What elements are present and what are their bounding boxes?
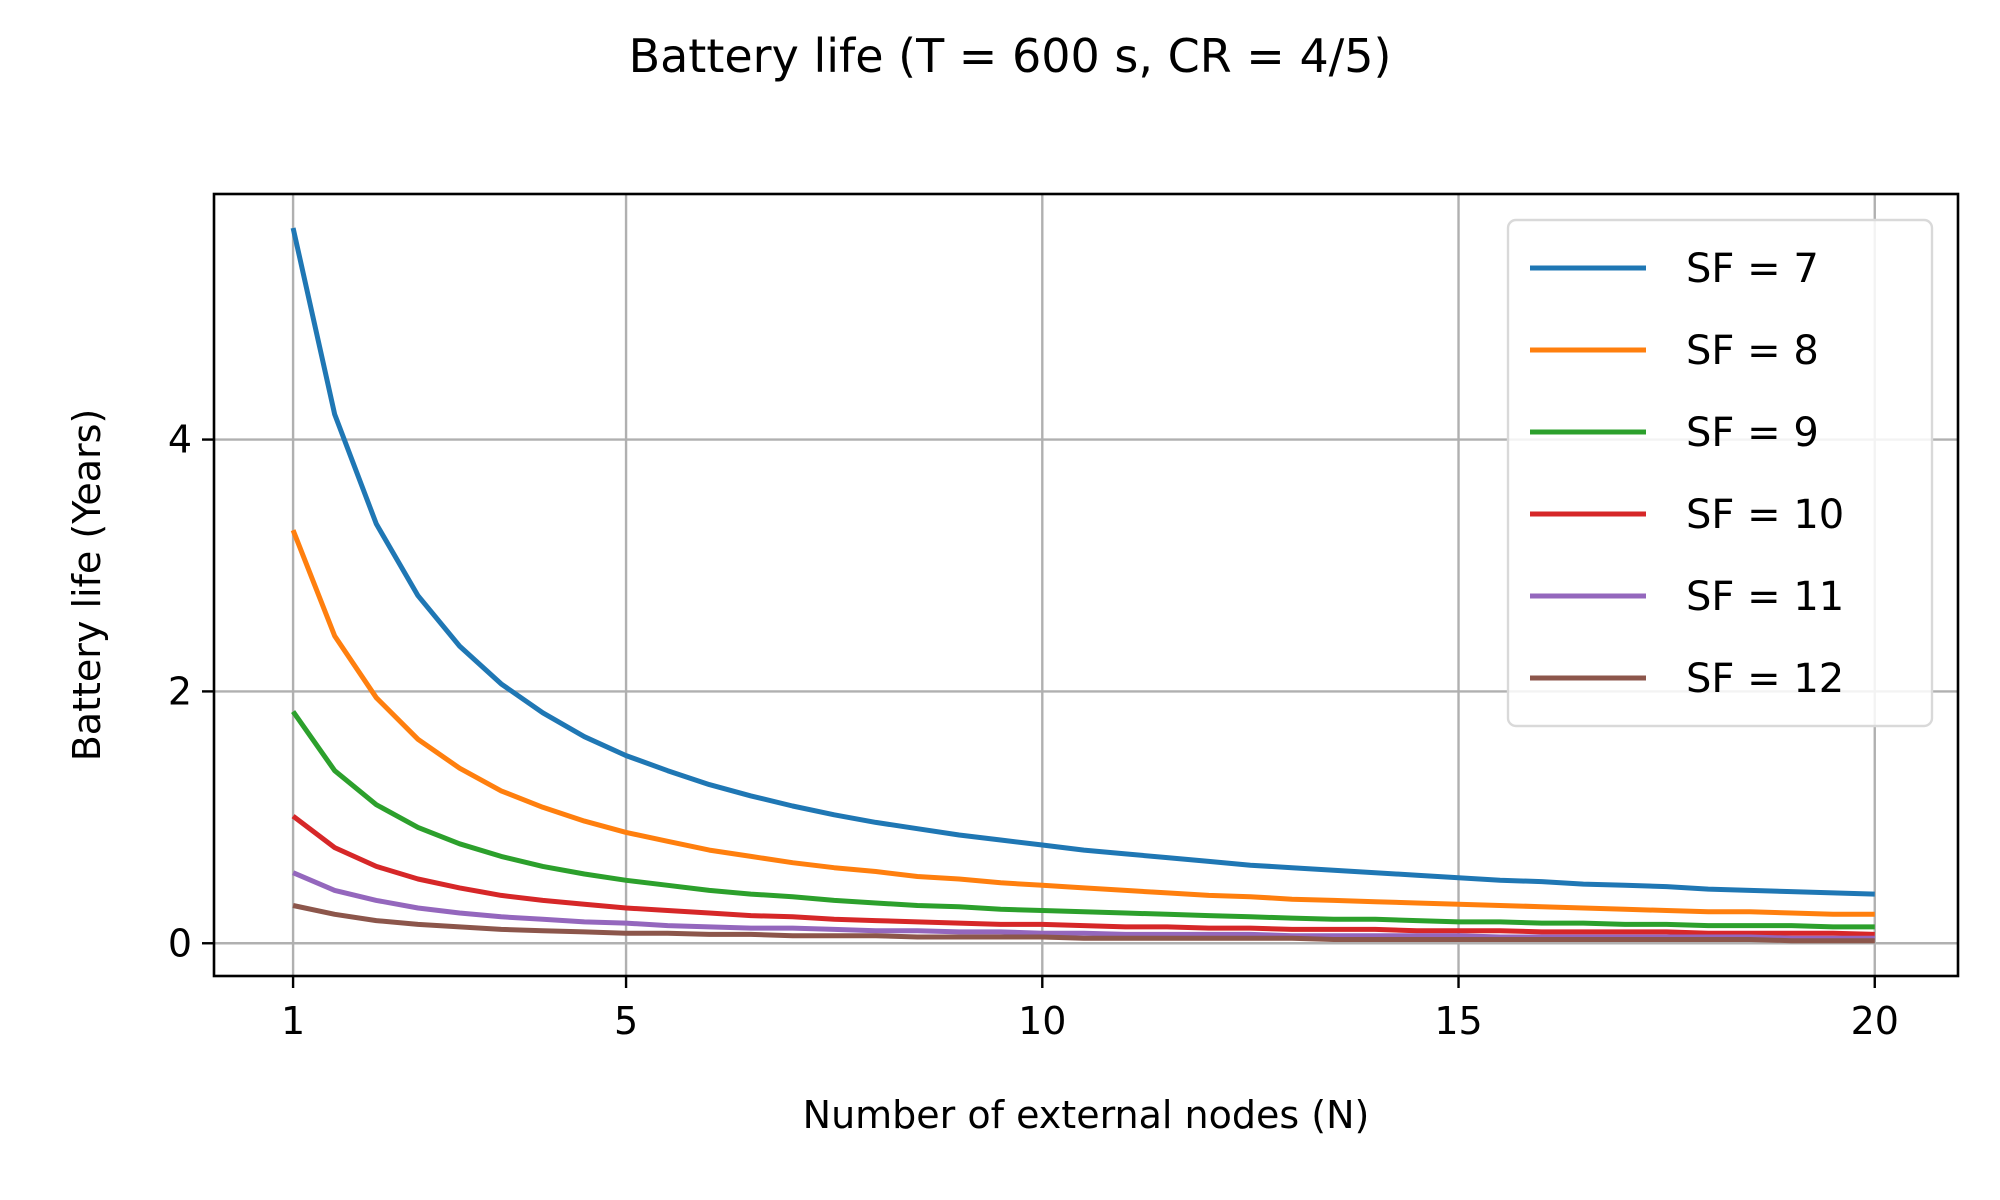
series-line-sf-10 [291,814,1875,937]
x-axis-label: Number of external nodes (N) [803,1093,1370,1137]
chart-title: Battery life (T = 600 s, CR = 4/5) [629,29,1392,83]
legend-entry: SF = 7 [1686,246,1819,292]
y-tick-label: 4 [168,418,192,462]
y-tick-label: 2 [168,669,192,713]
x-tick-label: 15 [1434,999,1482,1043]
legend-box [1506,218,1934,728]
series-line-sf-12 [292,903,1875,944]
x-tick-label: 10 [1018,999,1066,1043]
legend-entry: SF = 8 [1686,328,1819,374]
y-tick-label: 0 [168,921,192,965]
legend-entry: SF = 12 [1686,656,1844,702]
series-line-sf-7 [290,227,1875,897]
series-line-sf-8 [290,529,1875,917]
series-line-sf-9 [291,710,1875,930]
legend-entry: SF = 10 [1686,492,1844,538]
x-tick-label: 5 [614,999,638,1043]
legend-entry: SF = 9 [1686,410,1819,456]
y-axis-label: Battery life (Years) [65,409,109,762]
series-lines [290,227,1875,944]
plot-frame [212,192,1960,978]
x-tick-label: 1 [281,999,305,1043]
legend-entry: SF = 11 [1686,574,1844,620]
legend: SF = 7 SF = 8 SF = 9 SF = 10 SF = 11 SF = 12 [1506,218,1934,728]
x-tick-label: 20 [1851,999,1899,1043]
